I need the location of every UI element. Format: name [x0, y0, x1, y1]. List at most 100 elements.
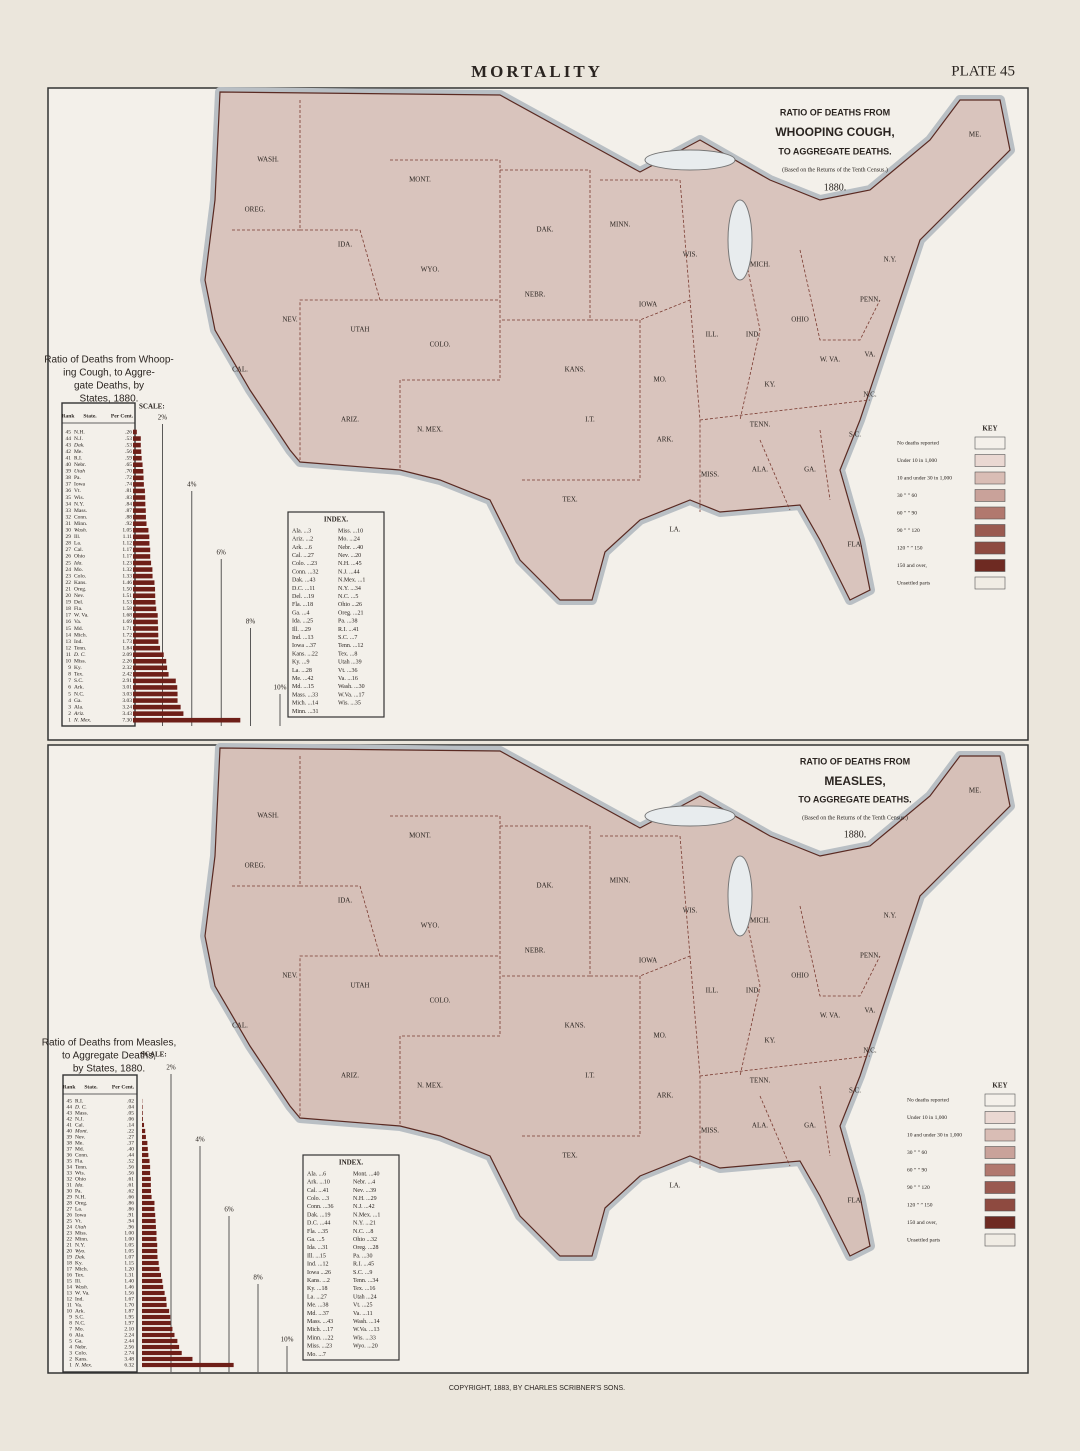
bar	[142, 1344, 180, 1350]
key-label: 10 and under 30 in 1,000	[907, 1132, 962, 1138]
per-cent: 1.46	[124, 1284, 134, 1290]
index-entry: N.Y. ...21	[353, 1221, 376, 1227]
key-swatch	[974, 436, 1006, 450]
key-label: No deaths reported	[897, 440, 939, 446]
state: Cal.	[75, 1122, 85, 1128]
bar	[133, 626, 159, 631]
bar	[133, 554, 151, 559]
key-label: 90 ” ” 120	[897, 528, 920, 534]
bar	[142, 1332, 175, 1338]
per-cent: .74	[125, 482, 132, 488]
per-cent: 2.10	[124, 1326, 134, 1332]
scale-tick-label: 6%	[217, 549, 227, 557]
plate-number: PLATE 45	[951, 63, 1015, 79]
state: Pa.	[75, 1188, 83, 1194]
state-label: OHIO	[791, 316, 809, 324]
key-label: 60 ” ” 90	[897, 510, 917, 516]
bar	[133, 606, 157, 612]
rank: 16	[66, 619, 72, 625]
rank: 30	[67, 1188, 73, 1194]
index-entry: Mo. ...24	[338, 537, 360, 543]
bar	[142, 1356, 193, 1362]
state: Mo.	[74, 567, 84, 573]
state-boundary	[759, 1095, 791, 1167]
bar	[142, 1152, 149, 1158]
per-cent: .88	[125, 514, 132, 520]
per-cent: .94	[127, 1218, 134, 1224]
map: WASH. OREG. CAL. NEV. IDA. MONT. WYO. UTAH COLO.…	[200, 87, 1015, 605]
bar	[142, 1296, 167, 1302]
scale-tick-label: 10%	[281, 1336, 294, 1344]
bar	[142, 1284, 164, 1290]
state-label: NEV.	[282, 972, 297, 980]
per-cent: 2.56	[124, 1344, 134, 1350]
state-label: N.C.	[863, 1047, 876, 1055]
rank: 44	[66, 436, 72, 442]
index-entry: Conn. ...36	[307, 1204, 334, 1210]
state: Miss.	[74, 659, 87, 665]
per-cent: .86	[127, 1200, 134, 1206]
bar	[142, 1308, 170, 1314]
state: Vt.	[75, 1218, 83, 1224]
key-swatch	[984, 1111, 1016, 1124]
state-label: TEX.	[562, 1152, 578, 1160]
per-cent: 2.24	[124, 1332, 134, 1338]
per-cent: .27	[127, 1134, 134, 1140]
bar	[142, 1104, 143, 1110]
state: Tenn.	[75, 1164, 88, 1170]
country-outline	[204, 91, 1011, 601]
state: Mich.	[75, 1266, 89, 1272]
per-cent: 1.32	[122, 567, 132, 573]
state: Wyo.	[75, 1248, 86, 1254]
bar	[142, 1230, 157, 1236]
per-cent: 2.32	[122, 665, 132, 671]
bar	[133, 534, 150, 540]
state: N.Y.	[75, 1242, 86, 1248]
rank: 26	[67, 1212, 73, 1218]
key-label: Unsettled parts	[897, 580, 930, 586]
bar	[142, 1188, 151, 1194]
chart-title: gate Deaths, by	[74, 381, 144, 392]
rank: 6	[69, 1332, 72, 1338]
bar	[133, 632, 159, 638]
per-cent: .62	[127, 1188, 134, 1194]
bar	[133, 665, 168, 671]
key-label: No deaths reported	[907, 1097, 949, 1103]
per-cent: .05	[127, 1110, 134, 1116]
index-entry: Dak. ...43	[292, 578, 316, 584]
per-cent: 1.50	[122, 586, 132, 592]
scale-tick-label: 4%	[187, 481, 197, 489]
per-cent: .52	[127, 1158, 134, 1164]
map: WASH. OREG. CAL. NEV. IDA. MONT. WYO. UTAH COLO.…	[200, 743, 1015, 1261]
state: N.J.	[74, 436, 83, 442]
bar	[142, 1116, 143, 1122]
index-entry: N.Mex. ...1	[353, 1212, 380, 1218]
per-cent: .92	[125, 521, 132, 527]
state: N.J.	[75, 1116, 84, 1122]
per-cent: 1.69	[122, 619, 132, 625]
state: Tenn.	[74, 645, 87, 651]
per-cent: 1.56	[124, 1290, 134, 1296]
rank: 38	[66, 475, 72, 481]
state-label: MISS.	[701, 1127, 719, 1135]
bar	[133, 691, 178, 697]
index-entry: Nebr. ...40	[338, 545, 363, 551]
rank: 34	[67, 1164, 73, 1170]
column-header: Per Cent.	[112, 1084, 135, 1090]
rank: 1	[69, 1362, 72, 1368]
state-label: ILL.	[706, 331, 719, 339]
per-cent: 1.73	[122, 639, 132, 645]
bar	[133, 469, 144, 474]
bar	[133, 449, 142, 454]
state: Utah	[74, 469, 85, 475]
index-entry: Ky. ...9	[292, 660, 309, 666]
scale-tick-label: 6%	[224, 1206, 234, 1214]
state-label: WIS.	[683, 251, 698, 259]
column-header: Rank	[62, 413, 76, 419]
index-entry: Iowa ...37	[292, 643, 316, 649]
bar	[142, 1182, 151, 1188]
per-cent: 3.48	[124, 1356, 134, 1362]
rank: 26	[66, 554, 72, 560]
bar	[133, 580, 155, 585]
key-label: Under 10 in 1,000	[897, 458, 937, 464]
